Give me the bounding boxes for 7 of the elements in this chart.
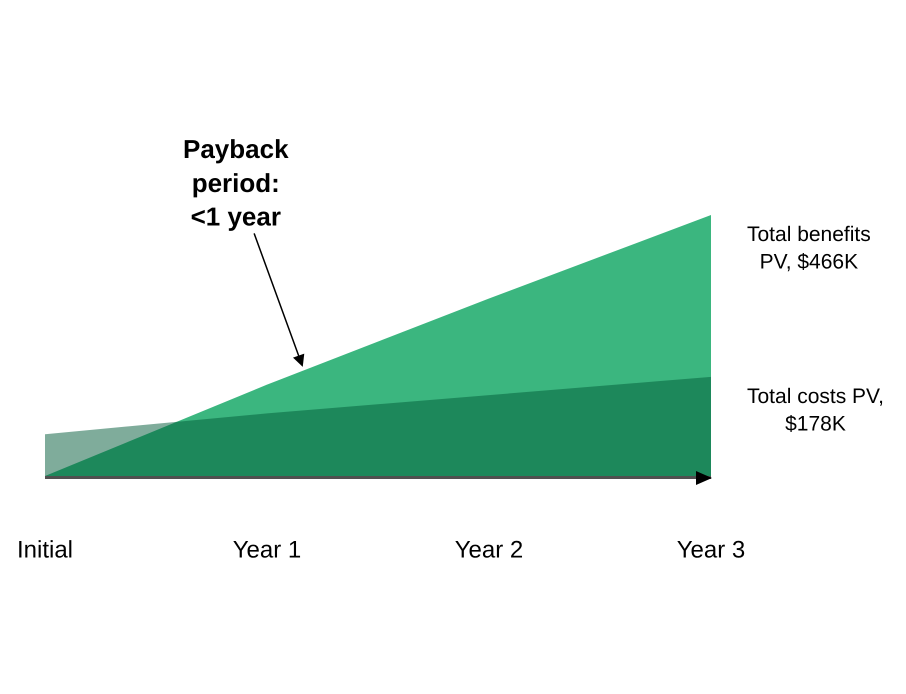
x-tick-label: Year 1 [232,536,302,564]
x-tick-label: Year 2 [454,536,524,564]
x-tick-label: Initial [16,536,74,564]
x-tick-label: Year 3 [676,536,746,564]
series-label: Total costs PV, $178K [747,385,884,436]
series-label: Total benefits PV, $466K [747,223,871,274]
annotation: Payback period: <1 year [183,134,290,232]
